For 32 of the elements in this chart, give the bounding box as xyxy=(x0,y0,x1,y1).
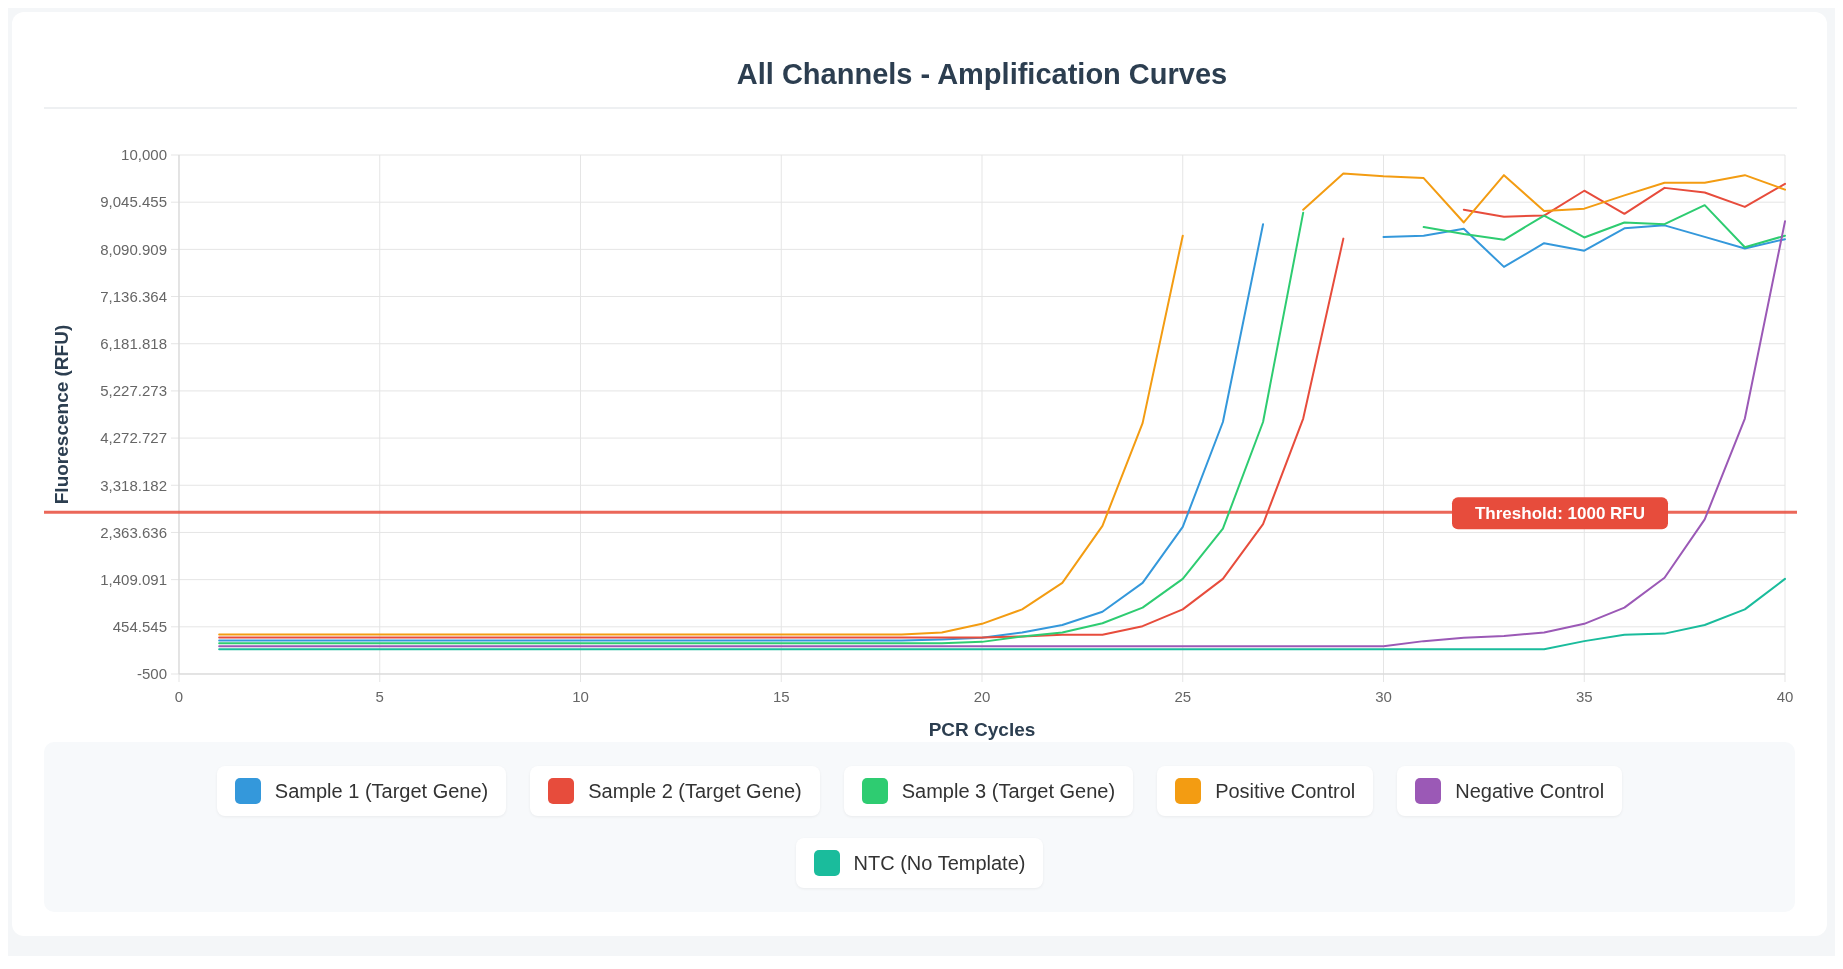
y-tick-label: 454.545 xyxy=(112,618,167,636)
y-tick-label: 8,090.909 xyxy=(100,240,167,258)
x-tick-label: 20 xyxy=(973,688,991,705)
legend-label: NTC (No Template) xyxy=(853,851,1026,875)
x-tick-label: 35 xyxy=(1575,688,1593,705)
y-tick-label: 4,272.727 xyxy=(100,429,167,447)
x-tick-label: 30 xyxy=(1375,688,1392,705)
y-tick-label: 1,409.091 xyxy=(100,570,167,588)
legend-label: Sample 3 (Target Gene) xyxy=(901,779,1116,803)
x-tick-label: 15 xyxy=(772,688,790,705)
x-tick-label: 0 xyxy=(174,688,184,705)
y-axis-title: Fluorescence (RFU) xyxy=(51,324,72,505)
y-tick-label: 7,136.364 xyxy=(100,287,167,305)
chart-title: All Channels - Amplification Curves xyxy=(736,58,1228,90)
line-series xyxy=(218,577,1786,651)
legend-label: Sample 2 (Target Gene) xyxy=(588,779,802,803)
y-tick-label: 2,363.636 xyxy=(100,523,167,541)
x-tick-label: 5 xyxy=(375,688,384,705)
y-tick-label: -500 xyxy=(136,665,167,683)
y-tick-label: 5,227.273 xyxy=(100,382,167,400)
x-axis-title: PCR Cycles xyxy=(928,719,1036,740)
x-tick-label: 25 xyxy=(1174,688,1192,705)
y-tick-label: 3,318.182 xyxy=(100,476,167,494)
legend-label: Positive Control xyxy=(1215,779,1356,803)
x-tick-label: 40 xyxy=(1776,688,1794,705)
y-tick-label: 6,181.818 xyxy=(100,334,167,352)
x-tick-label: 10 xyxy=(572,688,589,705)
y-tick-label: 9,045.455 xyxy=(100,193,167,211)
annotation: Threshold: 1000 RFU xyxy=(1474,504,1646,524)
y-tick-label: 10,000 xyxy=(121,146,167,164)
legend-label: Sample 1 (Target Gene) xyxy=(274,779,489,803)
legend-label: Negative Control xyxy=(1455,779,1605,803)
